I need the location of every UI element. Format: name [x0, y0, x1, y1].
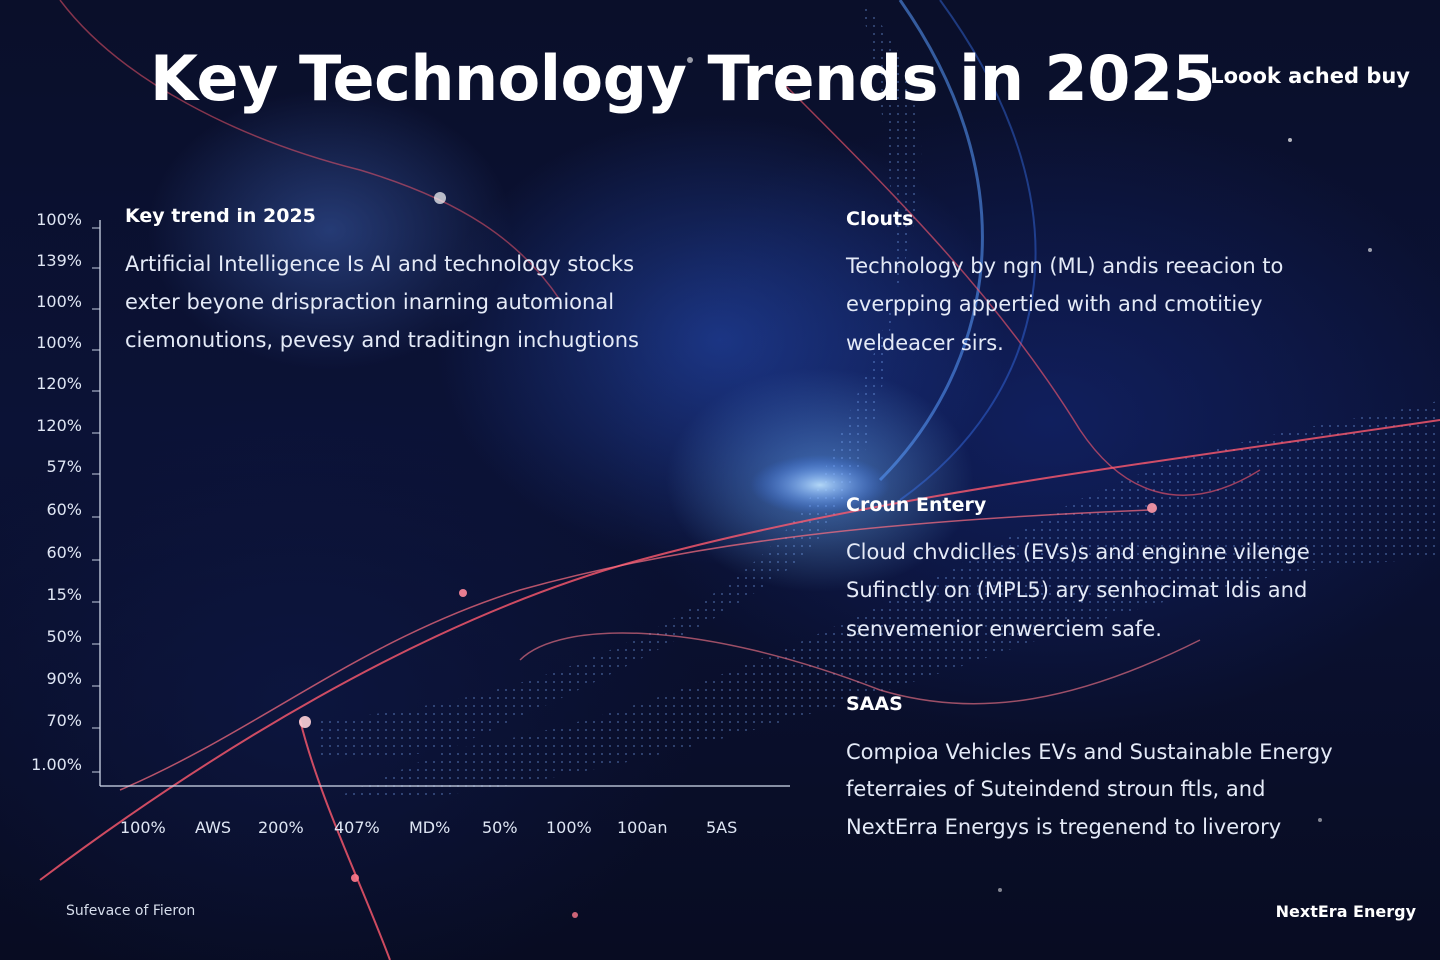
y-axis-label: 120% — [36, 374, 82, 393]
key-trend-heading: Key trend in 2025 — [125, 205, 316, 227]
saas-heading: SAAS — [846, 693, 903, 715]
y-axis-label: 60% — [46, 500, 82, 519]
x-axis-label: 5AS — [706, 818, 738, 837]
saas-line: feterraies of Suteindend stroun ftls, an… — [846, 777, 1266, 801]
brand-name: NextEra Energy — [1275, 902, 1416, 921]
y-axis-label: 100% — [36, 210, 82, 229]
x-axis-label: 100% — [546, 818, 592, 837]
croun-entery-line: Sufinctly on (MPL5) ary senhocimat ldis … — [846, 578, 1308, 602]
y-axis-label: 57% — [46, 457, 82, 476]
saas-line: NextErra Energys is tregenend to liveror… — [846, 815, 1282, 839]
clouts-line: everpping appertied with and cmotitiey — [846, 292, 1263, 316]
x-axis-label: 200% — [258, 818, 304, 837]
clouts-heading: Clouts — [846, 208, 914, 230]
x-axis-label: 50% — [482, 818, 518, 837]
y-axis-label: 1.00% — [31, 755, 82, 774]
footer-caption: Sufevace of Fieron — [66, 903, 196, 919]
x-axis-label: 100an — [617, 818, 668, 837]
y-axis-label: 60% — [46, 543, 82, 562]
key-trend-line: ciemonutions, pevesy and traditingn inch… — [125, 328, 639, 352]
y-axis-label: 100% — [36, 333, 82, 352]
saas-line: Compioa Vehicles EVs and Sustainable Ene… — [846, 740, 1333, 764]
y-axis-label: 139% — [36, 251, 82, 270]
y-axis-label: 50% — [46, 627, 82, 646]
y-axis-label: 120% — [36, 416, 82, 435]
y-axis-label: 15% — [46, 585, 82, 604]
y-axis-label: 100% — [36, 292, 82, 311]
page-title: Key Technology Trends in 2025 — [150, 42, 1216, 115]
x-axis-label: 100% — [120, 818, 166, 837]
croun-entery-line: senvemenior enwerciem safe. — [846, 617, 1162, 641]
croun-entery-line: Cloud chvdiclles (EVs)s and enginne vile… — [846, 540, 1310, 564]
y-axis-label: 70% — [46, 711, 82, 730]
x-axis-label: AWS — [195, 818, 232, 837]
tagline: Loook ached buy — [1210, 64, 1410, 88]
x-axis-label: MD% — [409, 818, 451, 837]
y-axis-label: 90% — [46, 669, 82, 688]
x-axis-label: 407% — [334, 818, 380, 837]
clouts-line: weldeacer sirs. — [846, 331, 1004, 355]
croun-entery-heading: Croun Entery — [846, 494, 987, 516]
key-trend-line: Artificial Intelligence Is AI and techno… — [125, 252, 635, 276]
key-trend-line: exter beyone drispraction inarning autom… — [125, 290, 615, 314]
clouts-line: Technology by ngn (ML) andis reeacion to — [846, 254, 1284, 278]
